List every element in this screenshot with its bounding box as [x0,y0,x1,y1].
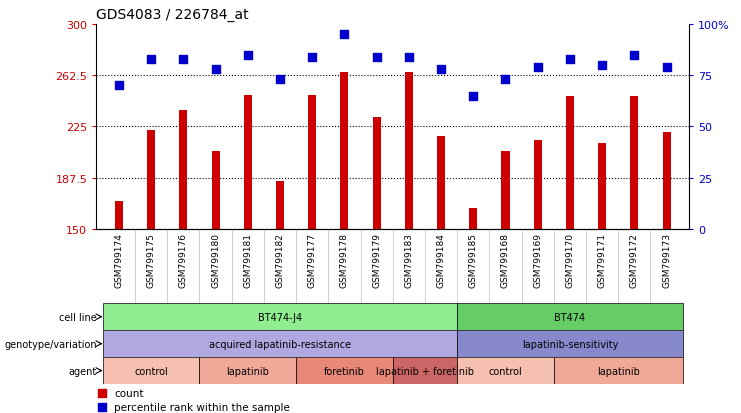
Bar [244,96,252,229]
Text: agent: agent [68,366,96,376]
Bar [340,73,348,229]
Point [499,77,511,83]
Point [242,52,253,59]
Bar [179,111,187,229]
Text: GDS4083 / 226784_at: GDS4083 / 226784_at [96,8,249,22]
Text: GSM799175: GSM799175 [147,233,156,288]
Bar [469,209,477,229]
Text: GSM799171: GSM799171 [598,233,607,288]
Text: GSM799178: GSM799178 [340,233,349,288]
Text: GSM799179: GSM799179 [372,233,381,288]
Bar [373,117,381,229]
Bar [457,304,682,330]
Text: GSM799172: GSM799172 [630,233,639,288]
Text: GSM799185: GSM799185 [469,233,478,288]
Point [339,32,350,38]
Text: BT474-J4: BT474-J4 [258,312,302,322]
Bar [457,330,682,357]
Bar [554,357,682,384]
Bar [147,131,155,229]
Text: foretinib: foretinib [324,366,365,376]
Text: GSM799173: GSM799173 [662,233,671,288]
Bar [296,357,393,384]
Text: control: control [488,366,522,376]
Text: GSM799183: GSM799183 [405,233,413,288]
Text: GSM799169: GSM799169 [534,233,542,288]
Point [96,404,108,411]
Bar [502,152,510,229]
Bar [457,357,554,384]
Bar [662,133,671,229]
Bar [308,96,316,229]
Bar [534,140,542,229]
Text: cell line: cell line [59,312,96,322]
Point [177,56,189,63]
Text: count: count [114,388,144,398]
Bar [631,97,639,229]
Text: GSM799184: GSM799184 [436,233,445,288]
Point [274,77,286,83]
Text: GSM799168: GSM799168 [501,233,510,288]
Point [564,56,576,63]
Point [597,62,608,69]
Bar [199,357,296,384]
Point [435,66,447,73]
Point [628,52,640,59]
Text: lapatinib + foretinib: lapatinib + foretinib [376,366,474,376]
Point [468,93,479,100]
Point [661,64,673,71]
Text: acquired lapatinib-resistance: acquired lapatinib-resistance [209,339,351,349]
Bar [103,357,199,384]
Text: GSM799176: GSM799176 [179,233,187,288]
Text: control: control [134,366,168,376]
Text: GSM799174: GSM799174 [114,233,124,288]
Point [532,64,544,71]
Point [145,56,157,63]
Point [210,66,222,73]
Point [113,83,124,90]
Point [96,389,108,396]
Bar [276,181,284,229]
Bar [566,97,574,229]
Bar [115,202,123,229]
Text: BT474: BT474 [554,312,585,322]
Bar [405,73,413,229]
Text: lapatinib-sensitivity: lapatinib-sensitivity [522,339,618,349]
Text: GSM799180: GSM799180 [211,233,220,288]
Text: lapatinib: lapatinib [597,366,639,376]
Point [403,54,415,61]
Text: genotype/variation: genotype/variation [4,339,96,349]
Point [306,54,318,61]
Text: lapatinib: lapatinib [226,366,269,376]
Bar [103,330,457,357]
Bar [598,143,606,229]
Text: percentile rank within the sample: percentile rank within the sample [114,402,290,412]
Text: GSM799177: GSM799177 [308,233,316,288]
Bar [211,152,219,229]
Text: GSM799181: GSM799181 [243,233,252,288]
Point [370,54,382,61]
Bar [103,304,457,330]
Bar [393,357,457,384]
Bar [437,137,445,229]
Text: GSM799170: GSM799170 [565,233,574,288]
Text: GSM799182: GSM799182 [276,233,285,288]
